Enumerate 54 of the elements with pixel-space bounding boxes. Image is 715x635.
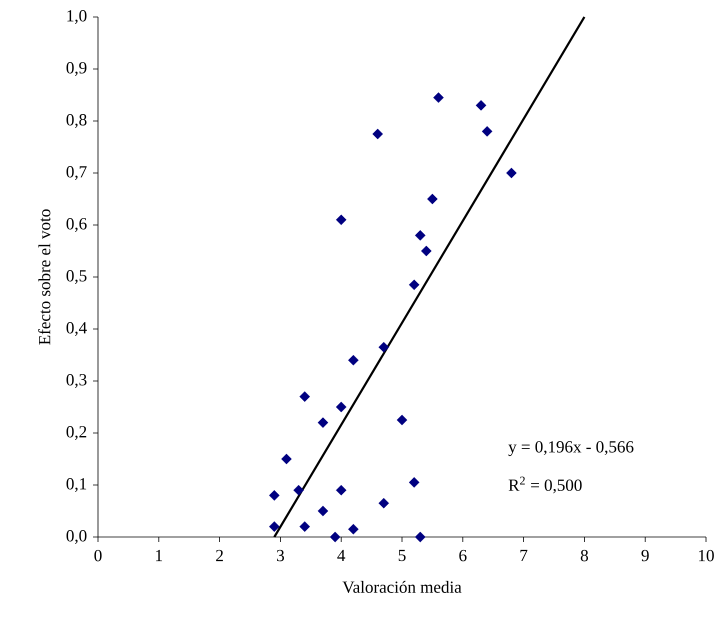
point — [281, 454, 292, 464]
point — [269, 490, 280, 501]
y-tick-label: 0,7 — [66, 166, 87, 180]
annotation: y = 0,196x - 0,566 — [508, 441, 634, 456]
point — [318, 417, 328, 428]
point — [396, 414, 408, 426]
point — [378, 498, 390, 508]
point — [269, 521, 280, 532]
y-tick-label: 0,3 — [66, 374, 86, 388]
x-tick-label: 10 — [699, 550, 714, 562]
point — [348, 524, 359, 534]
x-tick-label: 0 — [94, 550, 102, 562]
x-tick-label: 5 — [398, 550, 406, 562]
point — [336, 402, 346, 412]
point — [372, 128, 383, 140]
point — [433, 92, 444, 103]
point — [299, 391, 310, 402]
point — [427, 194, 438, 204]
y-tick-label: 0,9 — [66, 62, 86, 76]
y-tick-label: 0,1 — [66, 478, 86, 492]
point — [506, 168, 517, 178]
y-tick-label: 0,4 — [66, 322, 87, 336]
point — [414, 230, 426, 241]
x-tick-label: 2 — [216, 550, 223, 562]
x-tick-label: 4 — [337, 550, 346, 562]
y-tick-label: 0,0 — [66, 530, 86, 544]
y-tick-label: 0,5 — [66, 270, 86, 284]
point — [482, 126, 492, 137]
y-tick-label: 0,8 — [66, 114, 86, 128]
y-axis-title: Efecto sobre el voto — [38, 209, 50, 345]
x-tick-label: 1 — [156, 550, 162, 562]
point — [408, 477, 420, 488]
y-tick-label: 0,2 — [66, 426, 86, 440]
y-tick-label: 0,6 — [66, 218, 87, 232]
point — [330, 532, 340, 542]
point — [336, 484, 346, 496]
point — [421, 246, 432, 256]
x-axis-title: Valoración media — [342, 580, 462, 593]
point — [318, 506, 328, 516]
point — [348, 354, 359, 366]
point — [476, 100, 486, 111]
point — [293, 484, 304, 496]
y-tick-label: 1,0 — [67, 10, 86, 24]
point — [336, 214, 346, 226]
point — [378, 342, 390, 352]
point — [408, 280, 420, 290]
x-tick-label: 9 — [642, 550, 649, 562]
x-tick-label: 7 — [520, 550, 528, 561]
point — [414, 532, 426, 542]
x-tick-label: 3 — [276, 550, 284, 562]
x-tick-label: 8 — [580, 550, 588, 562]
annotation: R$^{2}$ = 0,500 — [508, 476, 582, 494]
point — [299, 521, 310, 532]
x-tick-label: 6 — [459, 550, 467, 562]
